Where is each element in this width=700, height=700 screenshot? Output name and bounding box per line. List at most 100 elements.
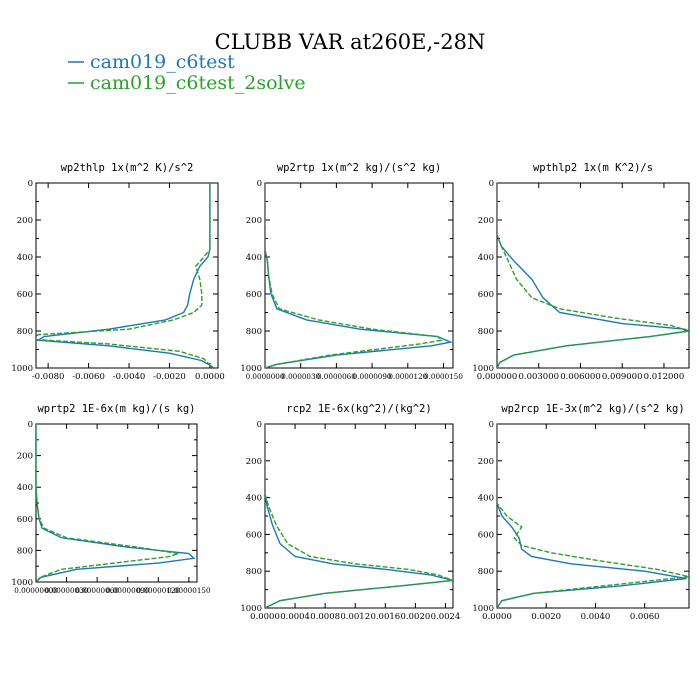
panel-5: rcp2 1E-6x(kg^2)/(kg^2) 0 200 400 600 800 1000… xyxy=(240,403,460,622)
legend: cam019_c6test cam019_c6test_2solve xyxy=(68,51,306,94)
panel-4: wprtp2 1E-6x(m kg)/(s kg) 0 200 400 600 800 10… xyxy=(11,403,211,595)
panel-title: wprtp2 1E-6x(m kg)/(s kg) xyxy=(37,403,195,415)
x-tick-label: -0.0040 xyxy=(113,372,146,382)
y-tick-label: 0 xyxy=(489,179,494,189)
series-line-2 xyxy=(36,424,179,582)
x-tick-label: 0.00000090 xyxy=(106,586,150,595)
y-tick-label: 1000 xyxy=(240,364,262,374)
panel-1: wp2thlp 1x(m^2 K)/s^202004006008001000-0… xyxy=(11,162,224,382)
panel-title: wp2rtp 1x(m^2 kg)/(s^2 kg) xyxy=(277,162,441,174)
y-tick-label: 200 xyxy=(246,457,262,467)
panel-title: wp2rcp 1E-3x(m^2 kg)/(s^2 kg) xyxy=(501,403,684,415)
x-tick-label: 0.0020 xyxy=(401,612,431,622)
series-line-1 xyxy=(265,424,453,608)
y-tick-label: 600 xyxy=(17,290,33,300)
x-tick-label: 0.00000150 xyxy=(167,586,211,595)
series-line-1 xyxy=(36,424,196,582)
y-tick-label: 200 xyxy=(17,452,33,462)
panel-title: rcp2 1E-6x(kg^2)/(kg^2) xyxy=(286,403,431,415)
x-tick-label: 0.006000 xyxy=(560,372,601,382)
panel-6: wp2rcp 1E-3x(m^2 kg)/(s^2 kg) 0 200 400 600 8… xyxy=(472,403,690,622)
y-tick-label: 1000 xyxy=(11,578,33,588)
y-tick-label: 400 xyxy=(246,253,262,263)
x-tick-label: 0.0000060 xyxy=(317,372,356,381)
series-line-2 xyxy=(265,183,443,368)
y-tick-label: 0 xyxy=(28,179,33,189)
y-tick-label: 1000 xyxy=(472,604,494,614)
x-tick-label: 0.0004 xyxy=(280,612,310,622)
x-tick-label: 0.012000 xyxy=(644,372,685,382)
x-tick-label: 0.00000060 xyxy=(75,586,119,595)
x-tick-label: 0.0040 xyxy=(581,612,611,622)
plot-frame xyxy=(264,423,454,609)
x-tick-label: 0.0000030 xyxy=(281,372,320,381)
x-tick-label: 0.0000 xyxy=(250,612,280,622)
plot-frame xyxy=(35,182,219,369)
series-line-1 xyxy=(497,183,689,368)
y-tick-label: 0 xyxy=(257,179,262,189)
x-tick-label: 0.0000090 xyxy=(353,372,392,381)
y-tick-label: 600 xyxy=(246,290,262,300)
plot-frame xyxy=(496,182,690,369)
y-tick-label: 0 xyxy=(257,420,262,430)
x-tick-label: 0.00000000 xyxy=(14,586,58,595)
x-tick-label: 0.009000 xyxy=(602,372,643,382)
plot-frame xyxy=(35,423,198,583)
x-tick-label: 0.0008 xyxy=(310,612,340,622)
panels: wp2thlp 1x(m^2 K)/s^202004006008001000-0… xyxy=(11,162,690,622)
x-tick-label: -0.0060 xyxy=(72,372,105,382)
x-tick-label: 0.0024 xyxy=(431,612,461,622)
y-tick-label: 800 xyxy=(246,567,262,577)
y-tick-label: 200 xyxy=(17,216,33,226)
y-tick-label: 800 xyxy=(17,327,33,337)
x-tick-label: 0.0000150 xyxy=(424,372,463,381)
y-tick-label: 400 xyxy=(478,494,494,504)
series-line-2 xyxy=(497,424,689,608)
panel-3: wpthlp2 1x(m K^2)/s020040060080010000.00… xyxy=(472,162,690,382)
y-tick-label: 1000 xyxy=(472,364,494,374)
y-tick-label: 1000 xyxy=(11,364,33,374)
y-tick-label: 800 xyxy=(246,327,262,337)
x-tick-label: -0.0020 xyxy=(153,372,186,382)
y-tick-label: 400 xyxy=(478,253,494,263)
x-tick-label: 0.0000000 xyxy=(246,372,285,381)
panel-2: wp2rtp 1x(m^2 kg)/(s^2 kg) 0 200 400 600 800 1… xyxy=(240,162,463,381)
panel-title: wpthlp2 1x(m K^2)/s xyxy=(533,162,653,174)
series-line-2 xyxy=(265,424,453,608)
x-tick-label: 0.0020 xyxy=(531,612,561,622)
series-line-1 xyxy=(36,183,215,368)
y-tick-label: 600 xyxy=(478,290,494,300)
figure-title: CLUBB VAR at260E,-28N xyxy=(215,30,486,54)
legend-label-1: cam019_c6test xyxy=(90,51,235,73)
series-line-1 xyxy=(265,183,453,368)
y-tick-label: 800 xyxy=(478,327,494,337)
x-tick-label: 0.0012 xyxy=(340,612,370,622)
y-tick-label: 200 xyxy=(478,457,494,467)
x-tick-label: 0.003000 xyxy=(518,372,559,382)
y-tick-label: 400 xyxy=(246,494,262,504)
x-tick-label: 0.0000120 xyxy=(388,372,427,381)
plot-frame xyxy=(264,182,454,369)
y-tick-label: 400 xyxy=(17,253,33,263)
x-tick-label: 0.0016 xyxy=(370,612,400,622)
x-tick-label: -0.0080 xyxy=(32,372,65,382)
y-tick-label: 600 xyxy=(478,530,494,540)
y-tick-label: 0 xyxy=(28,420,33,430)
x-tick-label: 0.0000 xyxy=(482,612,512,622)
y-tick-label: 1000 xyxy=(240,604,262,614)
y-tick-label: 600 xyxy=(17,515,33,525)
x-tick-label: 0.00000120 xyxy=(137,586,181,595)
x-tick-label: 0.000000 xyxy=(477,372,518,382)
y-tick-label: 400 xyxy=(17,483,33,493)
y-tick-label: 800 xyxy=(17,546,33,556)
panel-title: wp2thlp 1x(m^2 K)/s^2 xyxy=(61,162,194,174)
x-tick-label: 0.0000 xyxy=(195,372,225,382)
y-tick-label: 0 xyxy=(489,420,494,430)
x-tick-label: 0.00000030 xyxy=(45,586,89,595)
series-line-2 xyxy=(36,183,215,368)
y-tick-label: 200 xyxy=(246,216,262,226)
series-line-2 xyxy=(497,183,689,368)
x-tick-label: 0.0060 xyxy=(630,612,660,622)
y-tick-label: 800 xyxy=(478,567,494,577)
